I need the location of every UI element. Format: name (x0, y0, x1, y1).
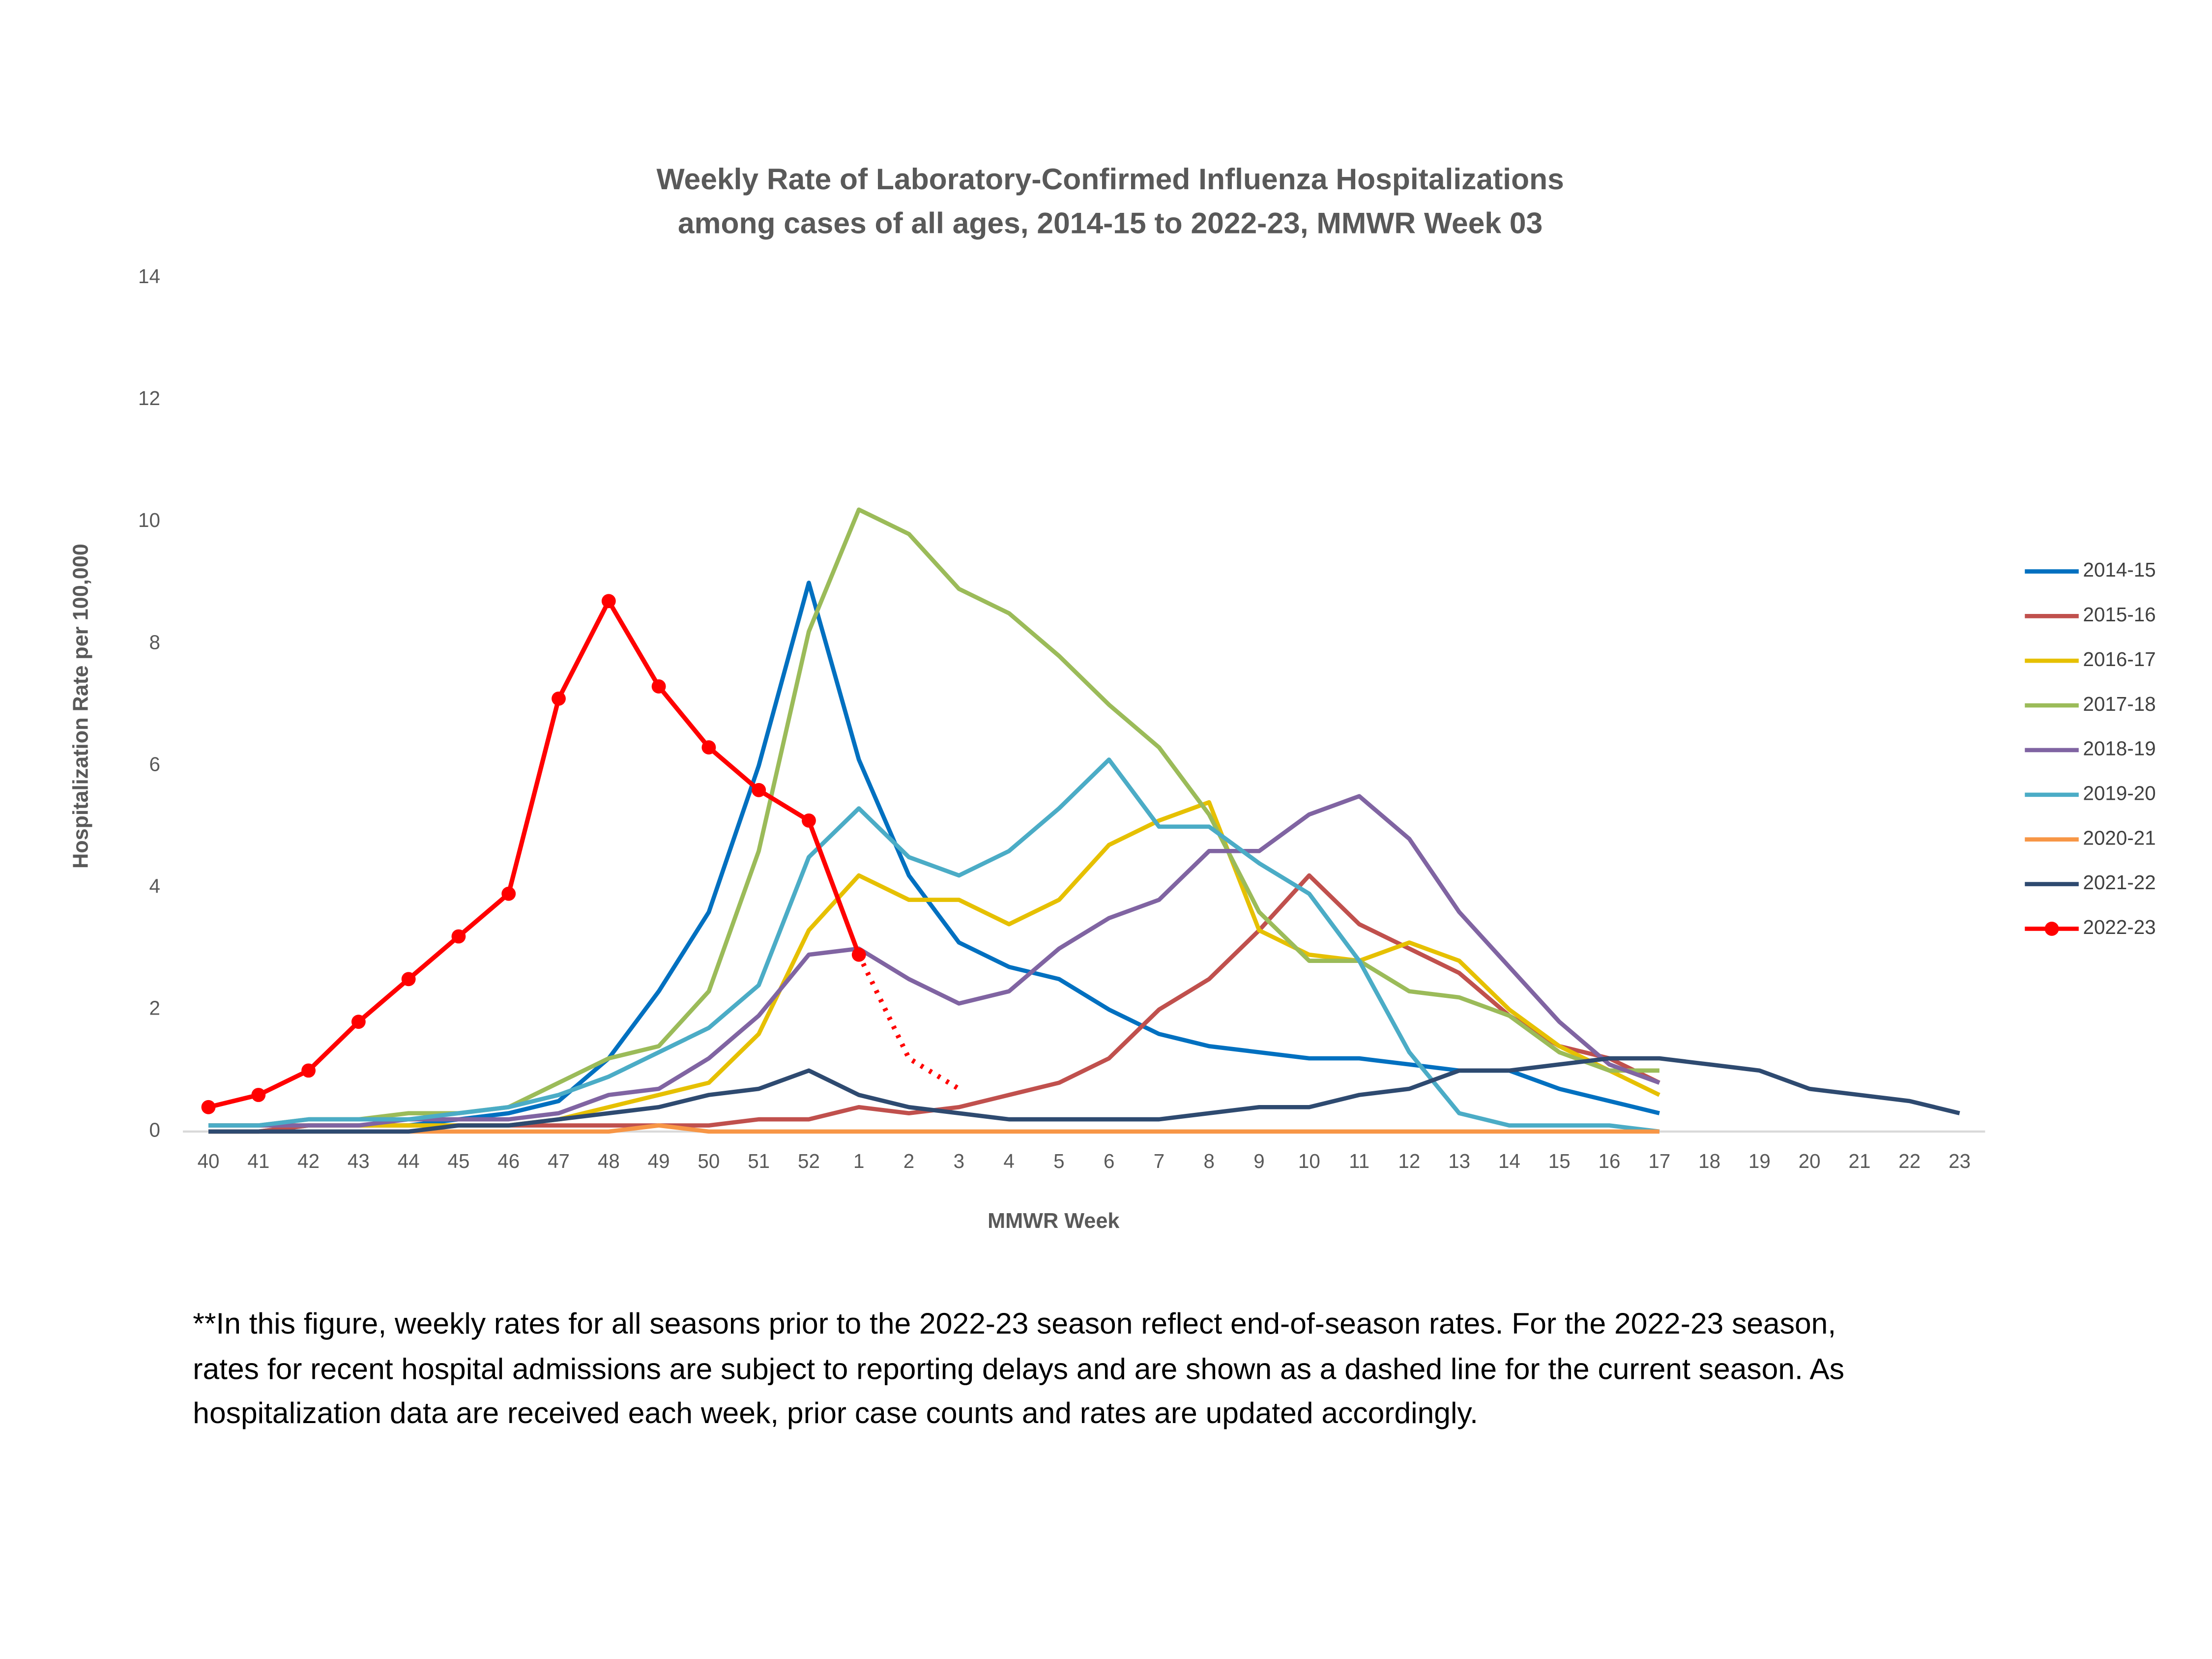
data-point (401, 972, 416, 987)
y-tick-label: 12 (138, 387, 160, 409)
data-point (501, 886, 516, 901)
y-tick-label: 0 (149, 1119, 160, 1141)
x-tick-label: 15 (1548, 1150, 1571, 1172)
data-point (552, 691, 566, 706)
x-tick-label: 40 (198, 1150, 220, 1172)
y-tick-label: 8 (149, 631, 160, 653)
legend-label: 2018-19 (2083, 737, 2156, 760)
x-tick-label: 48 (598, 1150, 620, 1172)
data-point (301, 1063, 316, 1078)
x-tick-label: 17 (1648, 1150, 1670, 1172)
x-tick-label: 7 (1154, 1150, 1164, 1172)
legend-marker (2044, 922, 2059, 936)
x-tick-label: 46 (497, 1150, 520, 1172)
y-tick-label: 4 (149, 874, 160, 897)
x-tick-label: 10 (1298, 1150, 1320, 1172)
series-line-dashed (856, 954, 960, 1091)
x-tick-label: 4 (1003, 1150, 1014, 1172)
y-tick-label: 10 (138, 509, 160, 531)
data-point (802, 813, 816, 828)
data-point (851, 947, 866, 962)
legend-label: 2017-18 (2083, 693, 2156, 715)
footnote: rates for recent hospital admissions are… (193, 1352, 1844, 1385)
x-tick-label: 41 (247, 1150, 269, 1172)
x-tick-label: 8 (1204, 1150, 1215, 1172)
data-point (251, 1088, 266, 1102)
y-tick-label: 2 (149, 997, 160, 1019)
x-tick-label: 51 (748, 1150, 770, 1172)
legend-label: 2020-21 (2083, 826, 2156, 849)
y-tick-label: 14 (138, 265, 160, 288)
x-tick-label: 2 (903, 1150, 914, 1172)
data-point (351, 1015, 366, 1029)
x-tick-label: 11 (1349, 1150, 1369, 1172)
series-line (208, 1056, 1960, 1134)
x-tick-label: 19 (1748, 1150, 1771, 1172)
data-point (701, 740, 716, 755)
x-tick-label: 1 (853, 1150, 864, 1172)
chart-title: Weekly Rate of Laboratory-Confirmed Infl… (656, 162, 1564, 196)
data-point (451, 929, 466, 944)
legend-label: 2015-16 (2083, 603, 2156, 626)
x-tick-label: 50 (698, 1150, 720, 1172)
series-line (208, 581, 1660, 1134)
x-tick-label: 14 (1498, 1150, 1520, 1172)
series-line (208, 757, 1660, 1134)
x-tick-label: 22 (1898, 1150, 1921, 1172)
x-tick-label: 49 (648, 1150, 670, 1172)
data-point (651, 679, 666, 694)
series-line (208, 507, 1659, 1128)
data-point (601, 594, 616, 609)
data-point (752, 783, 766, 797)
x-tick-label: 3 (954, 1150, 964, 1172)
series-line (207, 599, 861, 1109)
footnote: **In this figure, weekly rates for all s… (193, 1307, 1836, 1340)
x-tick-label: 5 (1053, 1150, 1064, 1172)
x-tick-label: 16 (1599, 1150, 1621, 1172)
x-tick-label: 45 (448, 1150, 470, 1172)
x-tick-label: 44 (398, 1150, 420, 1172)
series-line (208, 1123, 1659, 1134)
legend-label: 2014-15 (2083, 558, 2156, 581)
legend-label: 2022-23 (2083, 916, 2156, 938)
legend-label: 2016-17 (2083, 648, 2156, 670)
footnote: hospitalization data are received each w… (193, 1396, 1478, 1429)
y-axis-label: Hospitalization Rate per 100,000 (69, 544, 93, 869)
legend-label: 2019-20 (2083, 782, 2156, 804)
x-tick-label: 23 (1949, 1150, 1971, 1172)
x-tick-label: 6 (1104, 1150, 1114, 1172)
x-tick-label: 18 (1698, 1150, 1720, 1172)
y-tick-label: 6 (149, 753, 160, 775)
data-point (201, 1100, 216, 1114)
series-line (208, 794, 1660, 1128)
x-axis-label: MMWR Week (988, 1209, 1120, 1233)
legend-label: 2021-22 (2083, 871, 2156, 894)
x-tick-label: 20 (1799, 1150, 1821, 1172)
x-tick-label: 21 (1849, 1150, 1871, 1172)
chart-title: among cases of all ages, 2014-15 to 2022… (678, 206, 1543, 240)
x-tick-label: 13 (1448, 1150, 1470, 1172)
x-tick-label: 43 (348, 1150, 370, 1172)
x-tick-label: 52 (798, 1150, 820, 1172)
x-tick-label: 47 (548, 1150, 570, 1172)
x-tick-label: 9 (1253, 1150, 1264, 1172)
x-tick-label: 42 (297, 1150, 320, 1172)
x-tick-label: 12 (1398, 1150, 1420, 1172)
